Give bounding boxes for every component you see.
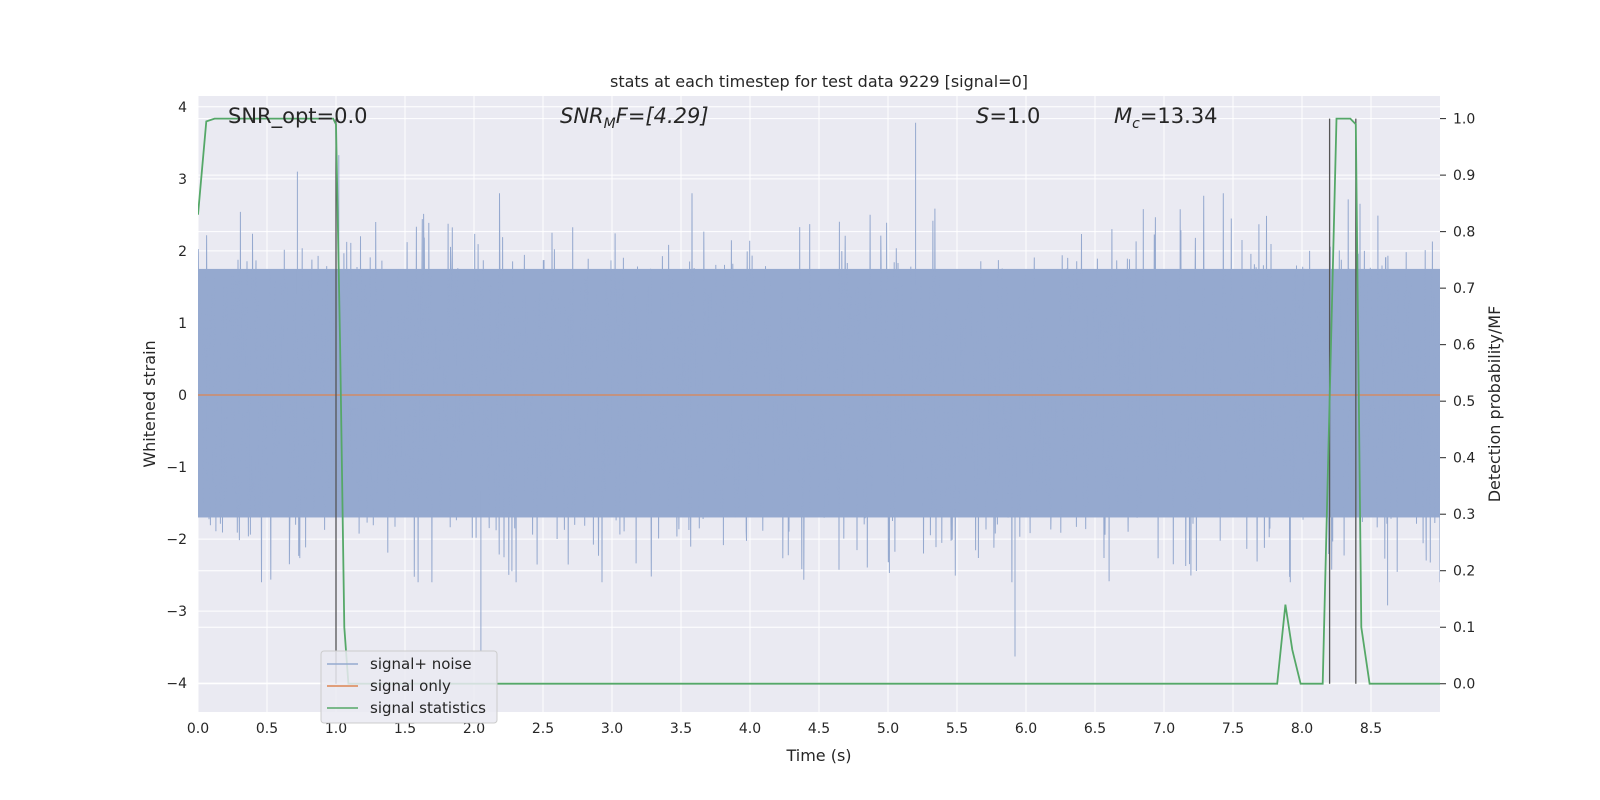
annotation-snr-mf-rest: F=[4.29] — [616, 104, 709, 128]
y-tick-label: −4 — [166, 676, 187, 692]
x-tick-label: 7.5 — [1222, 721, 1244, 737]
annotation-snr-mf: SNRMF=[4.29] — [560, 104, 709, 132]
y-right-tick-label: 1.0 — [1453, 112, 1475, 128]
x-axis-ticks: 0.0 0.5 1.0 1.5 2.0 2.5 3.0 3.5 4.0 4.5 5.0 5.5 6.0 6… — [187, 721, 1382, 737]
y-right-tick-label: 0.4 — [1453, 451, 1475, 467]
annotation-snr-mf-main: SNR — [560, 104, 604, 128]
y-right-tick-label: 0.9 — [1453, 168, 1475, 184]
x-tick-label: 0.5 — [256, 721, 278, 737]
annotation-mc-rest: =13.34 — [1140, 104, 1218, 128]
annotation-s: S=1.0 — [976, 104, 1040, 128]
y-tick-label: 1 — [178, 316, 187, 332]
annotation-s-main: S — [976, 104, 989, 128]
x-tick-label: 6.0 — [1015, 721, 1037, 737]
legend-label-signal-noise: signal+ noise — [370, 655, 472, 673]
legend-label-signal-only: signal only — [370, 677, 451, 695]
signal-statistics-series — [198, 117, 1440, 685]
legend-box — [320, 650, 498, 724]
x-tick-label: 7.0 — [1153, 721, 1175, 737]
x-tick-label: 8.0 — [1291, 721, 1313, 737]
y-right-tick-label: 0.2 — [1453, 564, 1475, 580]
y-axis-label: Whitened strain — [140, 340, 159, 467]
legend-label-signal-statistics: signal statistics — [370, 699, 486, 717]
y-tick-label: −3 — [166, 604, 187, 620]
x-tick-label: 5.5 — [946, 721, 968, 737]
y-right-tick-label: 0.5 — [1453, 394, 1475, 410]
chart-title: stats at each timestep for test data 922… — [610, 72, 1028, 91]
annotation-s-rest: =1.0 — [989, 104, 1040, 128]
annotation-mc-main: M — [1114, 104, 1132, 128]
y-tick-label: 2 — [178, 244, 187, 260]
y-tick-label: 0 — [178, 388, 187, 404]
y-tick-label: −1 — [166, 460, 187, 476]
annotation-snr-mf-sub: M — [604, 116, 616, 132]
y-right-axis-ticks: 1.0 0.9 0.8 0.7 0.6 0.5 0.4 0.3 0.2 0.1 0.0 — [1440, 112, 1475, 693]
y-right-tick-label: 0.6 — [1453, 338, 1475, 354]
x-tick-label: 1.0 — [325, 721, 347, 737]
signal-noise-series — [198, 122, 1440, 657]
x-tick-label: 5.0 — [877, 721, 899, 737]
y-tick-label: 3 — [178, 172, 187, 188]
y-right-tick-label: 0.7 — [1453, 281, 1475, 297]
y-right-axis-label: Detection probability/MF — [1485, 306, 1504, 503]
x-axis-label: Time (s) — [785, 746, 851, 765]
x-tick-label: 3.5 — [670, 721, 692, 737]
x-tick-label: 8.5 — [1360, 721, 1382, 737]
signal-statistics-line — [198, 117, 1440, 685]
legend: signal+ noise signal only signal statist… — [320, 650, 498, 724]
x-tick-label: 4.0 — [739, 721, 761, 737]
annotation-mc: Mc=13.34 — [1114, 104, 1218, 132]
y-axis-ticks: 4 3 2 1 0 −1 −2 −3 −4 — [166, 100, 187, 692]
y-right-tick-label: 0.1 — [1453, 620, 1475, 636]
x-tick-label: 6.5 — [1084, 721, 1106, 737]
annotation-snr-opt: SNR_opt=0.0 — [228, 104, 368, 129]
y-right-tick-label: 0.3 — [1453, 507, 1475, 523]
x-tick-label: 4.5 — [808, 721, 830, 737]
y-tick-label: −2 — [166, 532, 187, 548]
x-tick-label: 2.0 — [463, 721, 485, 737]
y-tick-label: 4 — [178, 100, 187, 116]
x-tick-label: 0.0 — [187, 721, 209, 737]
x-tick-label: 2.5 — [532, 721, 554, 737]
x-tick-label: 1.5 — [394, 721, 416, 737]
y-right-tick-label: 0.8 — [1453, 225, 1475, 241]
y-right-tick-label: 0.0 — [1453, 677, 1475, 693]
x-tick-label: 3.0 — [601, 721, 623, 737]
annotation-mc-sub: c — [1132, 116, 1140, 132]
